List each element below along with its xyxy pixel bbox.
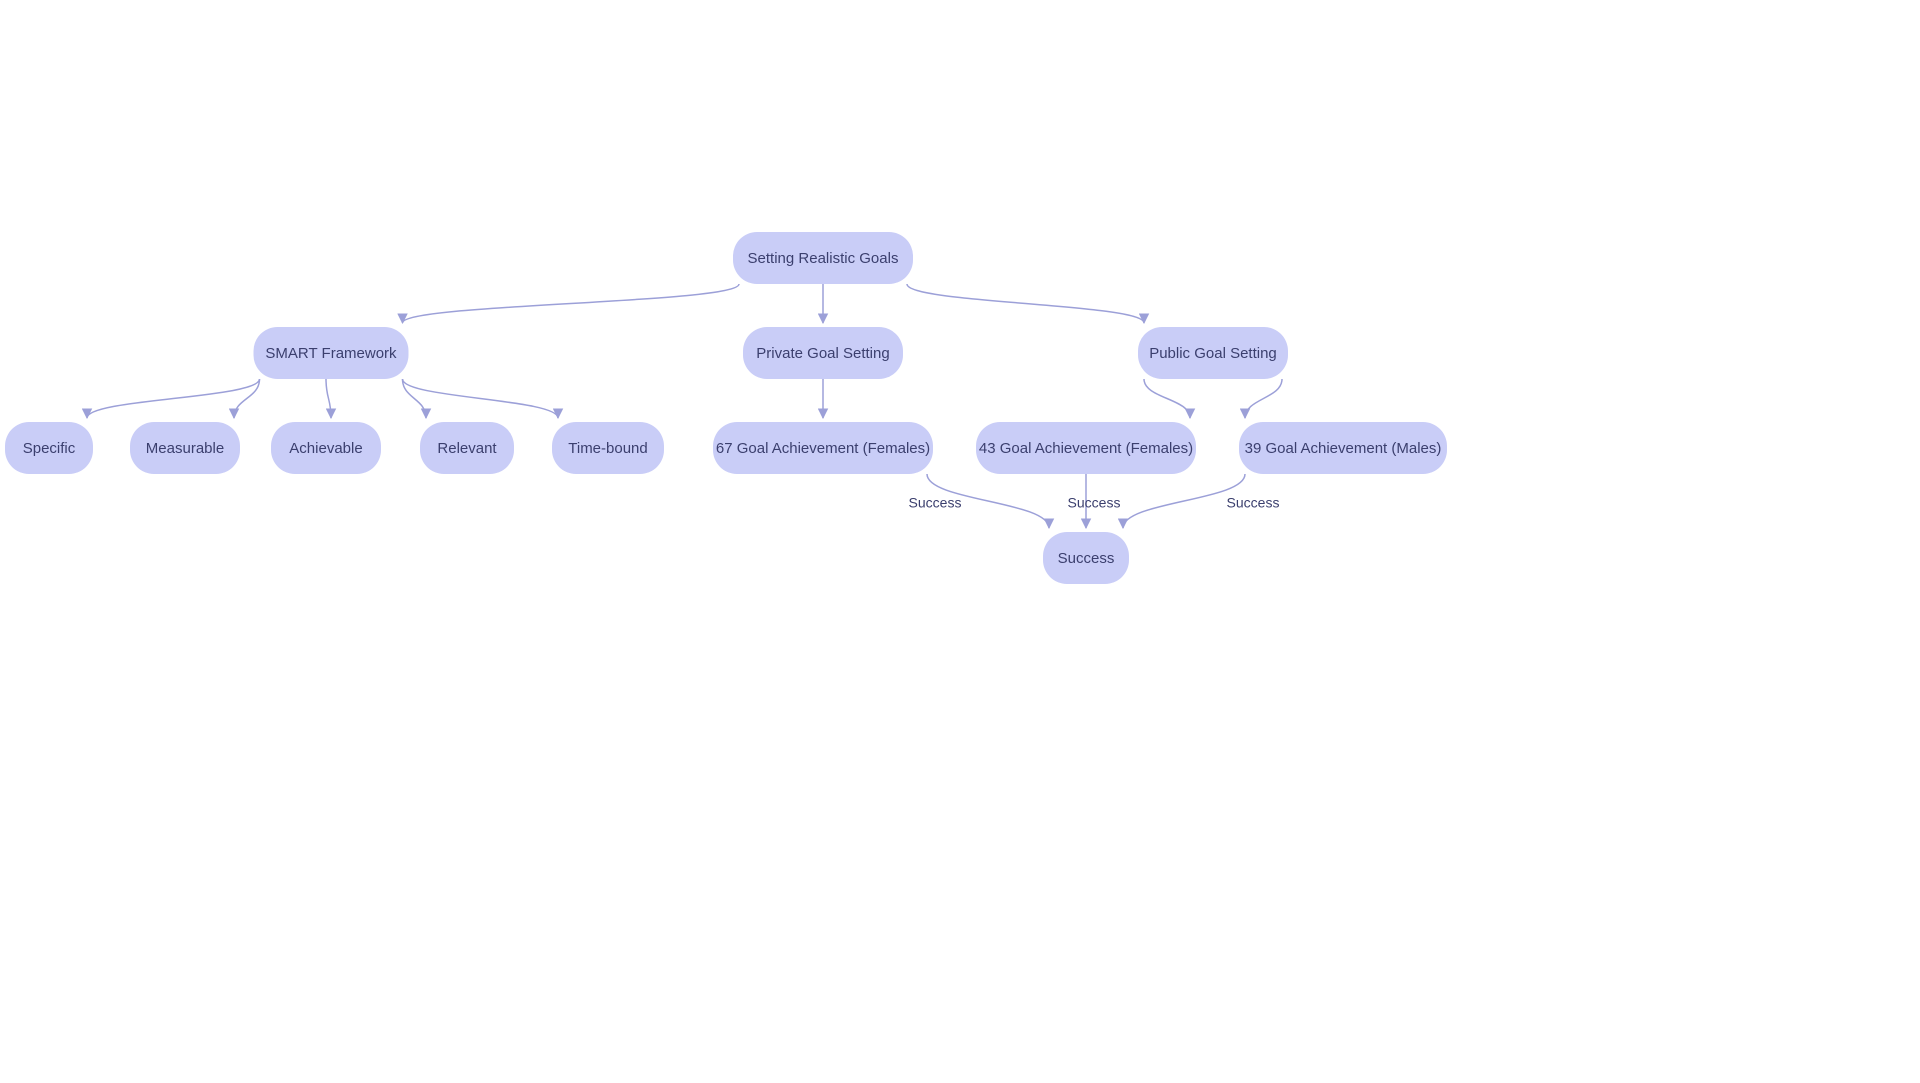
- edge-public-g43: [1144, 379, 1190, 418]
- node-label-g67: 67 Goal Achievement (Females): [716, 440, 930, 457]
- edge-root-public: [907, 284, 1144, 323]
- node-label-measur: Measurable: [146, 440, 224, 457]
- node-g39: 39 Goal Achievement (Males): [1239, 422, 1447, 474]
- flowchart-canvas: Setting Realistic Goals SMART Framework Pr…: [0, 0, 1920, 1083]
- node-g43: 43 Goal Achievement (Females): [976, 422, 1196, 474]
- edge-smart-relev: [403, 379, 427, 418]
- node-g67: 67 Goal Achievement (Females): [713, 422, 933, 474]
- node-public: Public Goal Setting: [1138, 327, 1288, 379]
- edge-label-g39-success: Success: [1227, 495, 1280, 511]
- edge-smart-specific: [87, 379, 260, 418]
- node-measur: Measurable: [130, 422, 240, 474]
- node-success: Success: [1043, 532, 1129, 584]
- edge-label-g43-success: Success: [1068, 495, 1121, 511]
- edge-root-smart: [403, 284, 740, 323]
- edge-public-g39: [1245, 379, 1282, 418]
- node-label-achiev: Achievable: [289, 440, 362, 457]
- node-label-smart: SMART Framework: [265, 345, 397, 362]
- node-label-root: Setting Realistic Goals: [748, 250, 899, 267]
- node-smart: SMART Framework: [254, 327, 409, 379]
- node-relev: Relevant: [420, 422, 514, 474]
- node-label-public: Public Goal Setting: [1149, 345, 1277, 362]
- node-label-private: Private Goal Setting: [756, 345, 889, 362]
- node-label-timeb: Time-bound: [568, 440, 647, 457]
- node-label-g43: 43 Goal Achievement (Females): [979, 440, 1193, 457]
- edge-layer: [87, 284, 1282, 528]
- node-label-relev: Relevant: [437, 440, 497, 457]
- node-achiev: Achievable: [271, 422, 381, 474]
- edge-smart-achiev: [326, 379, 331, 418]
- edge-smart-measur: [234, 379, 260, 418]
- node-label-g39: 39 Goal Achievement (Males): [1245, 440, 1442, 457]
- node-root: Setting Realistic Goals: [733, 232, 913, 284]
- edge-label-layer: Success Success Success: [909, 495, 1280, 511]
- node-layer: Setting Realistic Goals SMART Framework Pr…: [5, 232, 1447, 584]
- node-private: Private Goal Setting: [743, 327, 903, 379]
- node-label-success: Success: [1058, 550, 1115, 567]
- node-specific: Specific: [5, 422, 93, 474]
- node-label-specific: Specific: [23, 440, 76, 457]
- node-timeb: Time-bound: [552, 422, 664, 474]
- edge-label-g67-success: Success: [909, 495, 962, 511]
